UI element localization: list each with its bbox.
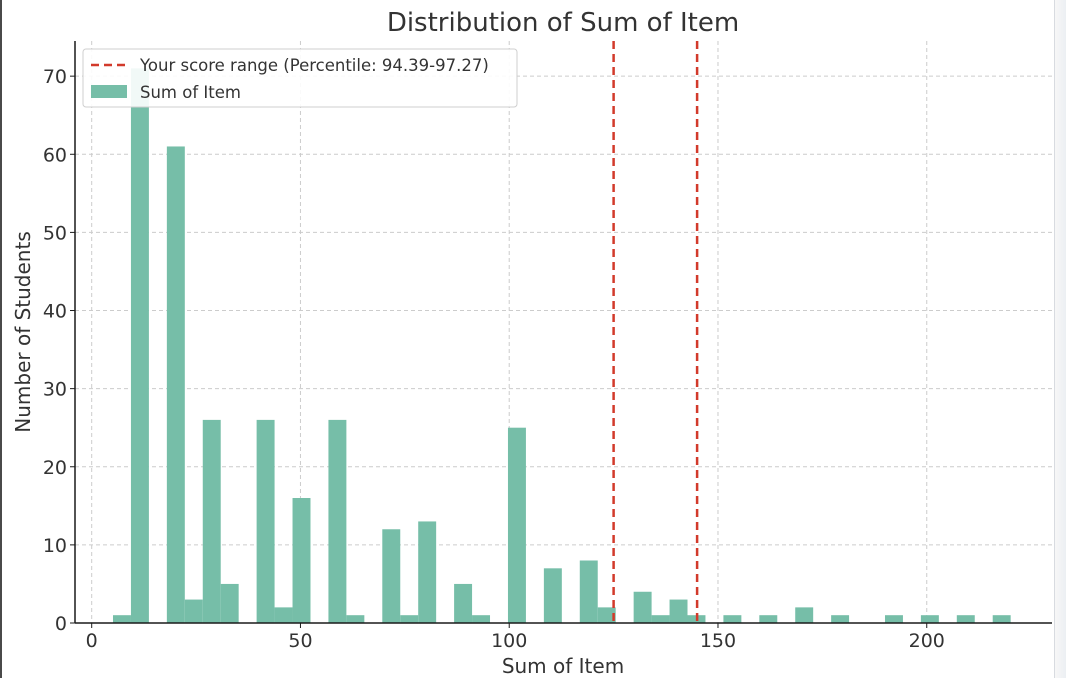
histogram-bar xyxy=(184,599,203,623)
x-axis-label: Sum of Item xyxy=(502,654,624,678)
y-tick-label: 0 xyxy=(55,613,67,635)
y-tick-label: 50 xyxy=(43,222,67,244)
legend-bar-swatch xyxy=(91,85,127,98)
histogram-bar xyxy=(220,583,239,623)
y-tick-label: 20 xyxy=(43,457,67,479)
histogram-bar xyxy=(400,615,419,623)
y-tick-label: 30 xyxy=(43,379,67,401)
histogram-bar xyxy=(256,419,275,623)
histogram-bar xyxy=(274,607,293,623)
right-window-edge xyxy=(1054,0,1066,678)
legend-entry-score-range: Your score range (Percentile: 94.39-97.2… xyxy=(139,56,489,75)
histogram-bar xyxy=(669,599,688,623)
y-tick-label: 40 xyxy=(43,301,67,323)
histogram-bar xyxy=(992,615,1011,623)
histogram-bar xyxy=(597,607,616,623)
grid xyxy=(75,41,1052,624)
histogram-bar xyxy=(507,427,526,623)
x-tick-label: 150 xyxy=(700,630,736,652)
histogram-bars xyxy=(112,68,1011,624)
y-tick-label: 70 xyxy=(43,66,67,88)
x-tick-label: 0 xyxy=(86,630,98,652)
left-window-edge xyxy=(0,0,2,678)
tick-labels: 0 50 100 150 200 0 10 20 30 40 50 60 70 xyxy=(43,66,945,652)
histogram-bar xyxy=(328,419,347,623)
legend-box xyxy=(82,48,518,108)
axes xyxy=(74,41,1052,624)
histogram-bar xyxy=(633,591,652,623)
histogram-bar xyxy=(956,615,975,623)
x-tick-label: 200 xyxy=(909,630,945,652)
histogram-bar xyxy=(346,615,365,623)
y-tick-label: 60 xyxy=(43,144,67,166)
y-axis-label: Number of Students xyxy=(11,231,35,432)
histogram-bar xyxy=(202,419,221,623)
histogram-bar xyxy=(579,560,598,623)
histogram-bar xyxy=(130,68,149,623)
histogram-bar xyxy=(112,615,131,623)
histogram-bar xyxy=(166,146,185,624)
histogram-bar xyxy=(454,583,473,623)
histogram-bar xyxy=(759,615,778,623)
histogram-bar xyxy=(382,529,401,623)
legend-entry-sum-of-item: Sum of Item xyxy=(140,83,241,102)
x-tick-label: 50 xyxy=(288,630,312,652)
x-tick-label: 100 xyxy=(491,630,527,652)
chart-title: Distribution of Sum of Item xyxy=(387,8,739,38)
histogram-bar xyxy=(920,615,939,623)
histogram-bar xyxy=(543,568,562,623)
histogram-bar xyxy=(651,615,670,623)
histogram-bar xyxy=(795,607,814,623)
histogram-bar xyxy=(418,521,437,623)
histogram-bar xyxy=(472,615,491,623)
histogram-bar xyxy=(723,615,742,623)
histogram-bar xyxy=(884,615,903,623)
histogram-bar xyxy=(292,498,311,623)
y-tick-label: 10 xyxy=(43,535,67,557)
histogram-bar xyxy=(831,615,850,623)
legend: Your score range (Percentile: 94.39-97.2… xyxy=(82,48,518,108)
score-range-lines xyxy=(612,41,699,623)
